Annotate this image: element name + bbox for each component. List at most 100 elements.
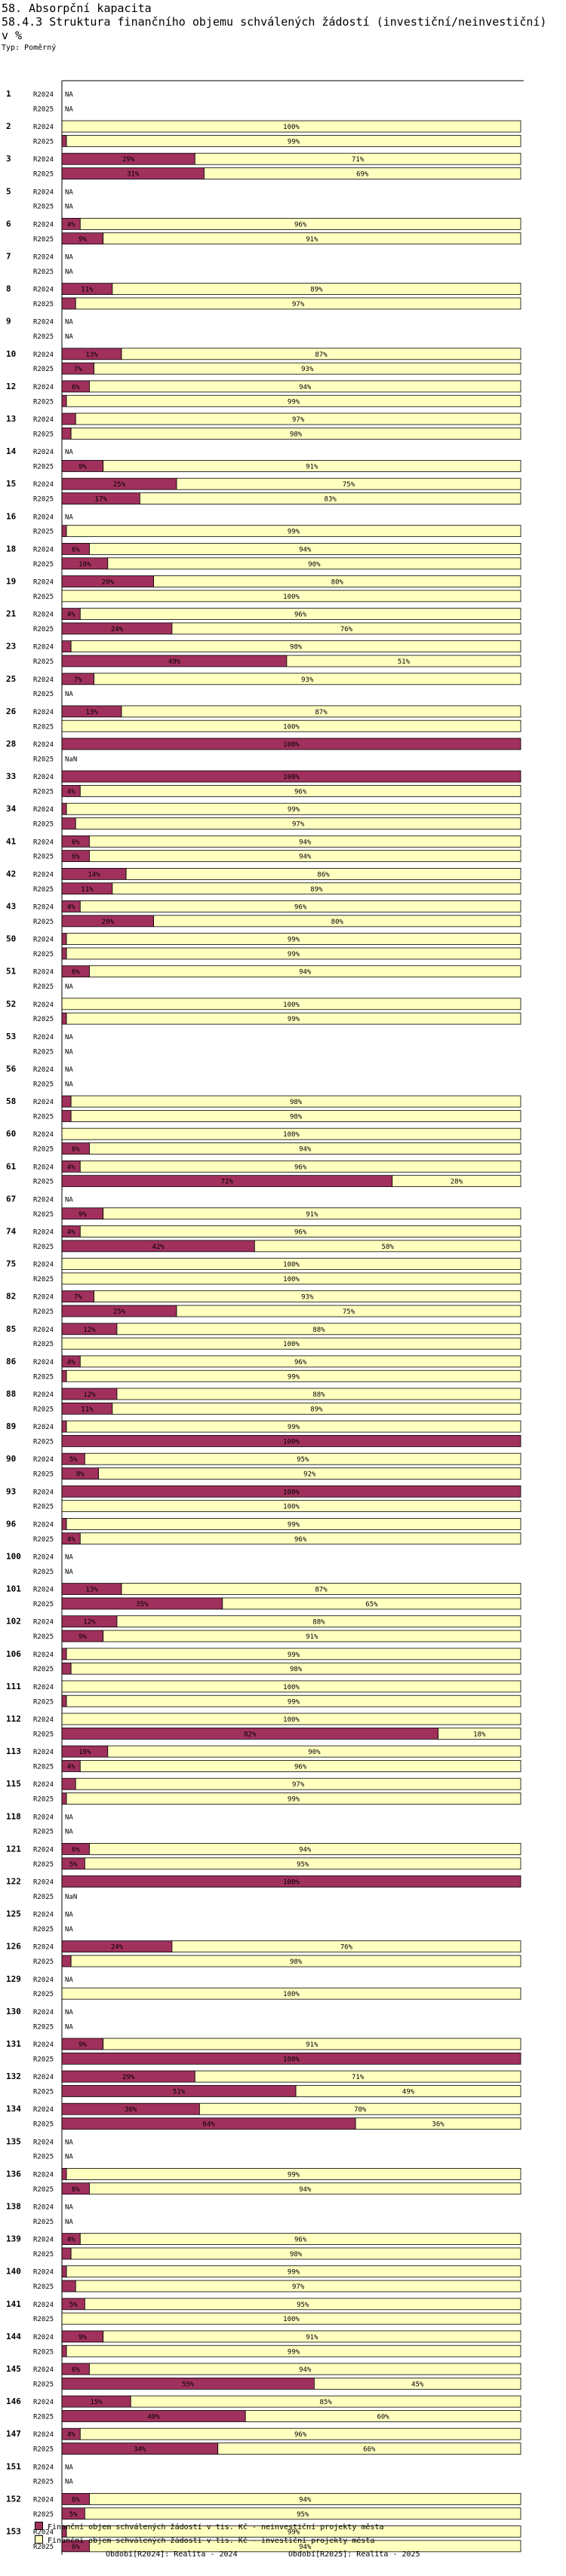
value-label-neinvest: 25%	[113, 481, 126, 489]
bar-invest	[66, 947, 521, 960]
bar-invest	[254, 1240, 521, 1253]
na-label: NA	[65, 204, 73, 211]
period-label: R2024	[33, 2464, 54, 2471]
period-label: R2025	[33, 1504, 54, 1511]
period-label: R2025	[33, 1894, 54, 1901]
bar-invest	[116, 1615, 521, 1628]
period-label: R2025	[33, 2219, 54, 2226]
value-label-invest: 91%	[306, 236, 318, 244]
group-label-88: 88	[6, 1389, 16, 1399]
bar-invest	[79, 1355, 521, 1368]
period-label: R2024	[33, 2366, 54, 2374]
bar-neinvest	[61, 1648, 67, 1661]
period-label: R2025	[33, 1666, 54, 1673]
bar-invest	[66, 2525, 521, 2538]
value-label-invest: 90%	[308, 561, 321, 569]
period-label: R2025	[33, 268, 54, 276]
bar-neinvest	[61, 1955, 72, 1967]
group-label-60: 60	[6, 1129, 16, 1139]
group-label-14: 14	[6, 446, 17, 456]
value-label-invest: 99%	[288, 1016, 300, 1023]
value-label-invest: 94%	[299, 384, 312, 391]
bar-neinvest	[61, 2265, 67, 2278]
value-label-neinvest: 35%	[136, 1601, 149, 1608]
bar-neinvest	[61, 525, 67, 538]
group-label-56: 56	[6, 1064, 17, 1074]
value-label-invest: 75%	[343, 1308, 355, 1316]
na-label: NA	[65, 2023, 73, 2031]
period-label: R2025	[33, 2283, 54, 2291]
period-label: R2024	[33, 1359, 54, 1366]
chart-subtitle: 58.4.3 Struktura finančního objemu schvá…	[2, 15, 547, 29]
period-label: R2025	[33, 2121, 54, 2129]
period-label: R2025	[33, 1601, 54, 1608]
value-label-invest: 18%	[473, 1731, 486, 1738]
value-label-invest: 94%	[299, 2544, 312, 2551]
value-label-neinvest: 4%	[67, 1763, 75, 1771]
group-label-113: 113	[6, 1746, 21, 1756]
chart-type-label: Typ: Poměrný	[2, 44, 57, 52]
period-label: R2024	[33, 221, 54, 228]
value-label-invest: 96%	[294, 2431, 307, 2439]
value-label-neinvest: 55%	[182, 2381, 195, 2388]
bar-invest	[103, 460, 521, 472]
bar-invest	[103, 1630, 521, 1642]
period-label: R2025	[33, 1569, 54, 1576]
group-label-115: 115	[6, 1779, 21, 1789]
bar-invest	[66, 1420, 521, 1433]
bar-neinvest	[61, 947, 67, 960]
period-label: R2024	[33, 2074, 54, 2081]
bar-invest	[70, 640, 521, 653]
period-label: R2024	[33, 1619, 54, 1627]
group-label-82: 82	[6, 1292, 16, 1302]
period-label: R2024	[33, 1554, 54, 1562]
bar-neinvest	[61, 1012, 67, 1025]
group-label-126: 126	[6, 1942, 21, 1952]
period-label: R2025	[33, 1179, 54, 1186]
period-label: R2025	[33, 854, 54, 861]
value-label-invest: 94%	[299, 2186, 312, 2194]
period-label: R2025	[33, 2544, 54, 2551]
period-label: R2024	[33, 1391, 54, 1399]
value-label-neinvest: 5%	[69, 1456, 78, 1464]
value-label-neinvest: 100%	[283, 2056, 300, 2063]
value-label-neinvest: 72%	[221, 1179, 234, 1186]
value-label-invest: 97%	[292, 821, 305, 829]
bar-invest	[438, 1727, 521, 1740]
value-label-invest: 87%	[315, 1587, 328, 1594]
bar-neinvest	[61, 412, 76, 425]
value-label-invest: 99%	[288, 138, 300, 146]
value-label-neinvest: 100%	[283, 1438, 300, 1446]
period-label: R2024	[33, 1326, 54, 1334]
period-label: R2024	[33, 741, 54, 749]
group-label-33: 33	[6, 771, 16, 781]
group-label-13: 13	[6, 414, 16, 424]
period-label: R2025	[33, 1146, 54, 1154]
value-label-invest: 99%	[288, 951, 300, 958]
bar-invest	[176, 477, 521, 490]
value-label-neinvest: 4%	[67, 788, 75, 796]
bar-invest	[116, 1388, 521, 1400]
value-label-invest: 96%	[294, 904, 307, 912]
value-label-neinvest: 100%	[283, 741, 300, 749]
bar-invest	[89, 1842, 521, 1855]
period-label: R2024	[33, 2399, 54, 2406]
value-label-neinvest: 6%	[72, 384, 80, 391]
period-label: R2024	[33, 969, 54, 977]
value-label-invest: 76%	[340, 1944, 353, 1952]
value-label-invest: 97%	[292, 2283, 305, 2291]
value-label-invest: 87%	[315, 709, 328, 716]
value-label-neinvest: 25%	[113, 1308, 126, 1316]
period-label: R2025	[33, 1829, 54, 1836]
group-label-132: 132	[6, 2072, 21, 2081]
bar-invest	[89, 543, 521, 555]
bar-neinvest	[61, 802, 67, 815]
value-label-neinvest: 4%	[67, 2431, 75, 2439]
bar-invest	[89, 850, 521, 863]
bar-invest	[194, 152, 521, 165]
bar-neinvest	[61, 933, 67, 945]
bar-invest	[204, 167, 521, 179]
bar-invest	[313, 2377, 521, 2390]
bar-invest	[103, 1207, 521, 1220]
